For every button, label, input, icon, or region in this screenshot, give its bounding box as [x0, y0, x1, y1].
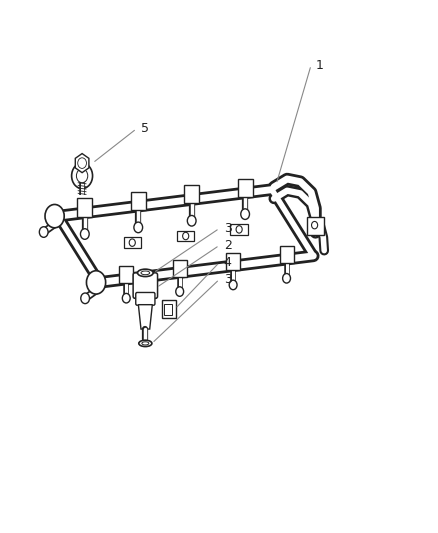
Circle shape: [76, 169, 88, 183]
Circle shape: [240, 209, 249, 220]
FancyBboxPatch shape: [177, 231, 194, 241]
FancyBboxPatch shape: [131, 192, 145, 210]
FancyBboxPatch shape: [164, 304, 172, 315]
Circle shape: [311, 221, 317, 229]
FancyBboxPatch shape: [230, 224, 247, 235]
Circle shape: [229, 280, 237, 290]
FancyBboxPatch shape: [306, 216, 323, 235]
FancyBboxPatch shape: [184, 185, 199, 203]
Circle shape: [78, 158, 86, 168]
Text: 1: 1: [315, 59, 323, 71]
Circle shape: [80, 229, 89, 239]
Text: 4: 4: [223, 256, 231, 269]
Text: 5: 5: [141, 122, 148, 135]
FancyBboxPatch shape: [172, 260, 186, 277]
Circle shape: [86, 271, 106, 294]
FancyBboxPatch shape: [162, 301, 176, 318]
Circle shape: [39, 227, 48, 237]
Polygon shape: [138, 305, 152, 329]
FancyBboxPatch shape: [77, 198, 92, 216]
Circle shape: [81, 293, 89, 304]
Text: 3: 3: [223, 273, 231, 286]
FancyBboxPatch shape: [226, 253, 240, 270]
Circle shape: [187, 215, 196, 226]
Circle shape: [282, 273, 290, 283]
Text: 3: 3: [223, 222, 231, 235]
Circle shape: [129, 239, 135, 246]
Ellipse shape: [141, 342, 148, 345]
Ellipse shape: [137, 269, 153, 277]
FancyBboxPatch shape: [133, 273, 157, 298]
Circle shape: [236, 225, 242, 233]
FancyBboxPatch shape: [135, 293, 155, 305]
Circle shape: [182, 232, 188, 240]
FancyBboxPatch shape: [237, 179, 252, 197]
Circle shape: [134, 222, 142, 233]
FancyBboxPatch shape: [279, 246, 293, 263]
Circle shape: [175, 287, 183, 296]
Ellipse shape: [138, 340, 152, 346]
Ellipse shape: [141, 271, 149, 274]
FancyBboxPatch shape: [123, 237, 141, 248]
Circle shape: [122, 293, 130, 303]
Circle shape: [45, 205, 64, 228]
Text: 2: 2: [223, 239, 231, 252]
Circle shape: [71, 163, 92, 189]
FancyBboxPatch shape: [119, 266, 133, 284]
